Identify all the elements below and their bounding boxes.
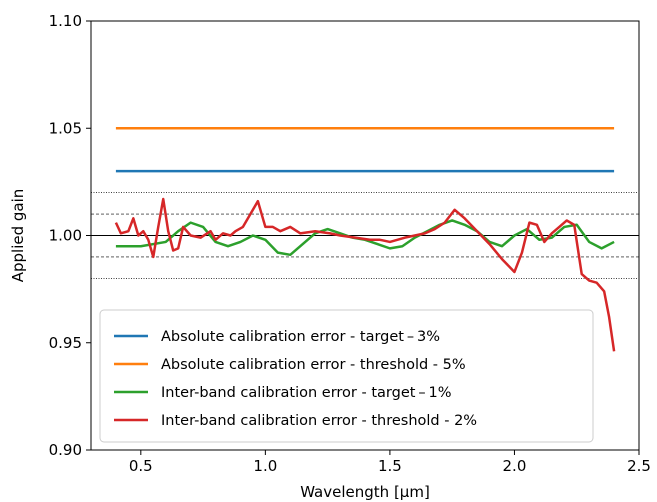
- x-tick-label: 2.0: [503, 457, 527, 475]
- legend-entry-2: Absolute calibration error - threshold -…: [161, 357, 466, 373]
- series-line-3: [115, 219, 615, 257]
- legend-entry-4: Inter-band calibration error - threshold…: [161, 413, 477, 429]
- x-axis-label: Wavelength [μm]: [300, 483, 430, 501]
- y-tick-label: 1.05: [49, 119, 82, 137]
- y-tick-label: 1.00: [49, 227, 82, 245]
- y-tick-label: 1.10: [49, 12, 82, 30]
- x-tick-label: 1.0: [253, 457, 277, 475]
- y-axis-label: Applied gain: [9, 189, 27, 283]
- x-tick-label: 0.5: [129, 457, 153, 475]
- legend: Absolute calibration error - target – 3%…: [99, 309, 594, 443]
- legend-entry-1: Absolute calibration error - target – 3%: [161, 329, 440, 345]
- y-tick-label: 0.95: [49, 334, 82, 352]
- legend-box: [99, 309, 594, 443]
- legend-entry-3: Inter-band calibration error - target – …: [161, 385, 451, 401]
- x-tick-label: 2.5: [627, 457, 651, 475]
- y-axis-ticks: 0.90 0.95 1.00 1.05 1.10: [49, 12, 91, 459]
- y-tick-label: 0.90: [49, 441, 82, 459]
- x-tick-label: 1.5: [378, 457, 402, 475]
- x-axis-ticks: 0.5 1.0 1.5 2.0 2.5: [129, 450, 651, 475]
- series-line-4: [114, 197, 616, 352]
- series-lines: [114, 127, 616, 352]
